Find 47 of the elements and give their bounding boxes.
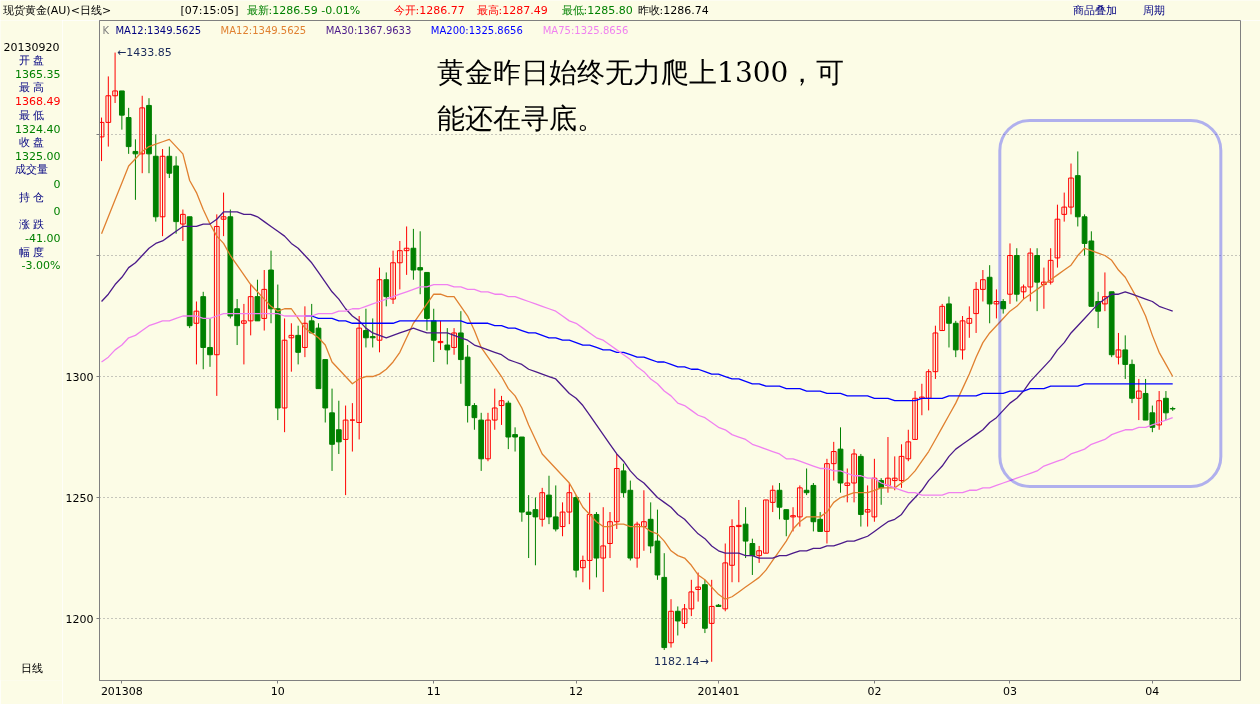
text: 周期 (1142, 4, 1165, 17)
annotation: MA12:1349.5625 (115, 25, 202, 36)
text: -41.00 (25, 232, 61, 246)
annotation: 1182.14→ (653, 655, 709, 669)
x-tick-label: 12 (569, 684, 584, 698)
x-tick-label: 03 (1003, 684, 1017, 698)
x-tick-label: 10 (270, 684, 285, 698)
text: -3.00% (21, 259, 61, 273)
x-tick-label: 04 (1145, 684, 1160, 698)
text: 1325.00 (15, 150, 61, 164)
text: 持 仓 (18, 190, 45, 204)
x-tick-label: 02 (867, 684, 882, 698)
text: MA12:1349.5625 (220, 25, 307, 36)
text: 最 高 (18, 81, 45, 95)
y-tick-label: 1300 (65, 370, 94, 384)
text: 涨 跌 (18, 218, 45, 232)
text: 最新:1286.59 -0.01% (246, 4, 361, 17)
text: 20130920 (3, 40, 60, 54)
y-tick-label: 1200 (65, 612, 94, 626)
x-tick-label: 201401 (697, 684, 740, 698)
y-tick-label: 1250 (65, 491, 94, 505)
text: 今开:1286.77 (393, 4, 465, 17)
annotation: ←1433.85 (117, 46, 172, 60)
x-tick-label: 11 (426, 684, 441, 698)
text: 最高:1287.49 (476, 4, 548, 17)
text: MA30:1367.9633 (325, 25, 412, 36)
text: 1324.40 (15, 122, 61, 136)
text: 最低:1285.80 (561, 4, 633, 17)
text: 昨收:1286.74 (637, 4, 709, 17)
text: 最 低 (18, 108, 45, 122)
text: 0 (53, 177, 61, 191)
text: MA75:1325.8656 (542, 25, 629, 36)
text: 成交量 (15, 163, 48, 177)
text: 幅 度 (18, 245, 45, 259)
text: 商品叠加 (1072, 4, 1117, 17)
text: 开 盘 (18, 53, 45, 67)
annotation: K (102, 25, 110, 36)
x-tick-label: 201308 (100, 684, 143, 698)
text: [07:15:05] (180, 4, 239, 17)
text: 1365.35 (15, 67, 61, 81)
text: 现货黄金(AU)<日线> (2, 4, 112, 17)
text: 0 (53, 204, 61, 218)
text: 收 盘 (18, 135, 45, 149)
text: 黄金昨日始终无力爬上1300，可能还在寻底。 (437, 56, 845, 135)
text: 日线 (20, 662, 43, 676)
text: MA200:1325.8656 (430, 25, 523, 36)
text: 1368.49 (15, 95, 61, 109)
